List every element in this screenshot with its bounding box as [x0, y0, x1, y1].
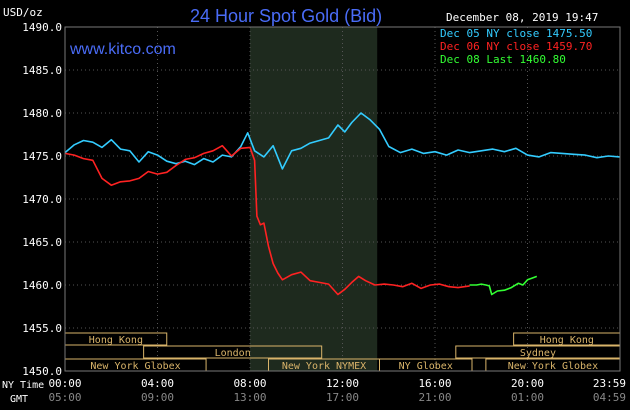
y-axis-label: USD/oz — [3, 6, 43, 19]
session-label: London — [215, 348, 251, 359]
legend: Dec 05 NY close 1475.50 Dec 06 NY close … — [440, 27, 592, 66]
y-tick-label: 1460.0 — [22, 279, 62, 292]
y-tick-label: 1490.0 — [22, 21, 62, 34]
x-tick-label-gmt: 04:59 — [593, 391, 626, 404]
chart-title: 24 Hour Spot Gold (Bid) — [190, 6, 382, 26]
session-bar — [143, 345, 323, 359]
x-axis-label-ny: NY Time — [2, 380, 44, 391]
session-label: NY Globex — [399, 361, 453, 372]
x-tick-label: 23:59 — [593, 377, 626, 390]
y-tick-label: 1455.0 — [22, 322, 62, 335]
session-label: New York Globex — [90, 361, 180, 372]
plot-frame — [64, 26, 621, 372]
y-tick-labels: 1490.0 1485.0 1480.0 1475.0 1470.0 1465.0 1460… — [22, 21, 62, 378]
y-tick-label: 1480.0 — [22, 107, 62, 120]
series-line-dec-08 — [469, 275, 538, 296]
y-tick-label: 1475.0 — [22, 150, 62, 163]
x-tick-label-gmt: 01:00 — [511, 391, 544, 404]
source-label: www.kitco.com — [69, 41, 176, 58]
legend-item-dec08: Dec 08 Last 1460.80 — [440, 53, 566, 66]
series-line-dec-06 — [64, 144, 470, 296]
x-tick-label-gmt: 05:00 — [48, 391, 81, 404]
session-label: New York Globex — [508, 361, 598, 372]
y-tick-label: 1470.0 — [22, 193, 62, 206]
y-tick-label: 1485.0 — [22, 64, 62, 77]
session-label: Hong Kong — [89, 335, 143, 346]
date-label: December 08, 2019 19:47 — [446, 11, 598, 24]
session-label: Hong Kong — [540, 335, 594, 346]
legend-item-dec06: Dec 06 NY close 1459.70 — [440, 40, 592, 53]
series-lines — [64, 112, 620, 296]
y-tick-label: 1465.0 — [22, 236, 62, 249]
x-tick-label: 04:00 — [141, 377, 174, 390]
legend-item-dec05: Dec 05 NY close 1475.50 — [440, 27, 592, 40]
session-label: Sydney — [520, 348, 556, 359]
x-tick-label: 00:00 — [48, 377, 81, 390]
x-tick-label-gmt: 21:00 — [418, 391, 451, 404]
x-tick-label-gmt: 13:00 — [233, 391, 266, 404]
x-tick-label-gmt: 17:00 — [326, 391, 359, 404]
x-tick-label: 20:00 — [511, 377, 544, 390]
y-tick-label: 1450.0 — [22, 365, 62, 378]
x-tick-label: 16:00 — [418, 377, 451, 390]
session-label: New York NYMEX — [282, 361, 366, 372]
x-axis-label-gmt: GMT — [10, 394, 28, 405]
x-tick-label-gmt: 09:00 — [141, 391, 174, 404]
series-line-dec-05 — [64, 112, 620, 170]
x-tick-label: 12:00 — [326, 377, 359, 390]
x-tick-label: 08:00 — [233, 377, 266, 390]
